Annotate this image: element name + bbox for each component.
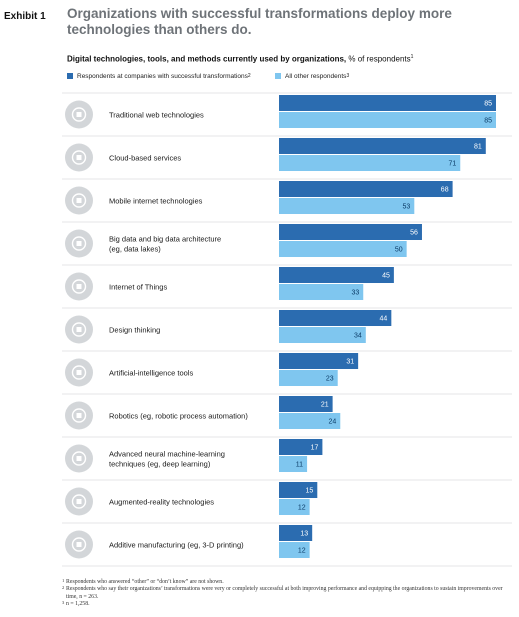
category-label: Traditional web technologies (109, 111, 204, 120)
category-label: techniques (eg, deep learning) (109, 460, 211, 469)
value-label-others: 12 (298, 548, 306, 555)
bar-successful (279, 267, 394, 283)
value-label-others: 24 (328, 419, 336, 426)
bar-others (279, 542, 310, 558)
subtitle-bold: Digital technologies, tools, and methods… (67, 54, 347, 64)
chart-legend: Respondents at companies with successful… (67, 71, 507, 83)
category-label: Augmented-reality technologies (109, 498, 214, 507)
bar-successful (279, 95, 496, 111)
bar-others (279, 413, 341, 429)
value-label-others: 71 (448, 161, 456, 168)
value-label-others: 12 (298, 505, 306, 512)
value-label-successful: 81 (474, 144, 482, 151)
value-label-successful: 17 (311, 445, 319, 452)
footnote-1-marker: 1 (62, 578, 65, 583)
robot-arm-icon (65, 401, 93, 430)
legend-label-successful: Respondents at companies with successful… (77, 72, 248, 80)
chart-title: Organizations with successful transforma… (67, 6, 452, 37)
3d-printer-icon (65, 530, 93, 559)
category-label: Mobile internet technologies (109, 197, 203, 206)
value-label-others: 53 (403, 204, 411, 211)
category-label: (eg, data lakes) (109, 245, 161, 254)
bar-successful (279, 353, 359, 369)
bar-others (279, 327, 366, 343)
legend-item-others: All other respondents 3 (275, 71, 349, 81)
brain-circuit-icon (65, 358, 93, 387)
exhibit-label: Exhibit 1 (4, 11, 46, 22)
bar-others (279, 370, 338, 386)
bar-successful (279, 224, 422, 240)
bar-successful (279, 439, 323, 455)
value-label-successful: 56 (410, 230, 418, 237)
bar-others (279, 112, 496, 128)
footnotes: 1 Respondents who answered “other” or “do… (62, 578, 512, 609)
value-label-successful: 44 (380, 316, 388, 323)
category-label: Artificial-intelligence tools (109, 369, 193, 378)
subtitle-unit: % of respondents (346, 54, 411, 64)
bar-successful (279, 396, 333, 412)
chart-subtitle: Digital technologies, tools, and methods… (67, 54, 512, 64)
category-label: Big data and big data architecture (109, 235, 221, 244)
category-label: Additive manufacturing (eg, 3-D printing… (109, 541, 244, 550)
bar-others (279, 499, 310, 515)
mobile-phone-icon (65, 186, 93, 215)
subtitle-footnote-ref: 1 (410, 54, 414, 60)
cloud-icon (65, 143, 93, 172)
value-label-successful: 85 (484, 101, 492, 108)
bar-others (279, 241, 407, 257)
category-label: Design thinking (109, 326, 160, 335)
bar-others (279, 198, 415, 214)
server-stack-icon (65, 229, 93, 258)
bar-others (279, 155, 461, 171)
footnote-2-text: Respondents who say their organizations’… (66, 586, 503, 600)
value-label-others: 23 (326, 376, 334, 383)
value-label-others: 85 (484, 118, 492, 125)
legend-label-others: All other respondents (285, 72, 347, 80)
footnote-1: 1 Respondents who answered “other” or “do… (62, 578, 512, 586)
bar-others (279, 284, 364, 300)
legend-swatch-successful (67, 73, 73, 79)
legend-footnote-ref-successful: 2 (247, 73, 251, 79)
legend-swatch-others (275, 73, 281, 79)
value-label-others: 34 (354, 333, 362, 340)
connected-device-icon (65, 272, 93, 301)
value-label-successful: 45 (382, 273, 390, 280)
footnote-3-text: n = 1,258. (66, 601, 90, 608)
neural-brain-icon (65, 444, 93, 473)
web-browser-icon (65, 100, 93, 129)
ar-headset-icon (65, 487, 93, 516)
bar-successful (279, 482, 318, 498)
category-label: Advanced neural machine-learning (109, 450, 225, 459)
footnote-3-marker: 3 (62, 600, 65, 606)
bar-others (279, 456, 308, 472)
value-label-successful: 31 (346, 359, 354, 366)
value-label-others: 11 (296, 462, 303, 469)
head-lightbulb-icon (65, 315, 93, 344)
category-label: Cloud-based services (109, 154, 181, 163)
legend-item-successful: Respondents at companies with successful… (67, 71, 251, 81)
bar-successful (279, 310, 392, 326)
value-label-others: 50 (395, 247, 403, 254)
footnote-2: 2 Respondents who say their organizations… (62, 585, 512, 601)
footnote-2-marker: 2 (62, 585, 65, 591)
legend-footnote-ref-others: 3 (346, 73, 350, 79)
value-label-successful: 21 (321, 402, 329, 409)
value-label-successful: 68 (441, 187, 449, 194)
value-label-successful: 15 (305, 488, 313, 495)
bar-successful (279, 525, 313, 541)
footnote-1-text: Respondents who answered “other” or “don… (66, 579, 224, 585)
category-label: Robotics (eg, robotic process automation… (109, 412, 248, 421)
bar-successful (279, 181, 453, 197)
value-label-successful: 13 (300, 531, 308, 538)
bar-successful (279, 138, 486, 154)
value-label-others: 33 (351, 290, 359, 297)
category-label: Internet of Things (109, 283, 167, 292)
